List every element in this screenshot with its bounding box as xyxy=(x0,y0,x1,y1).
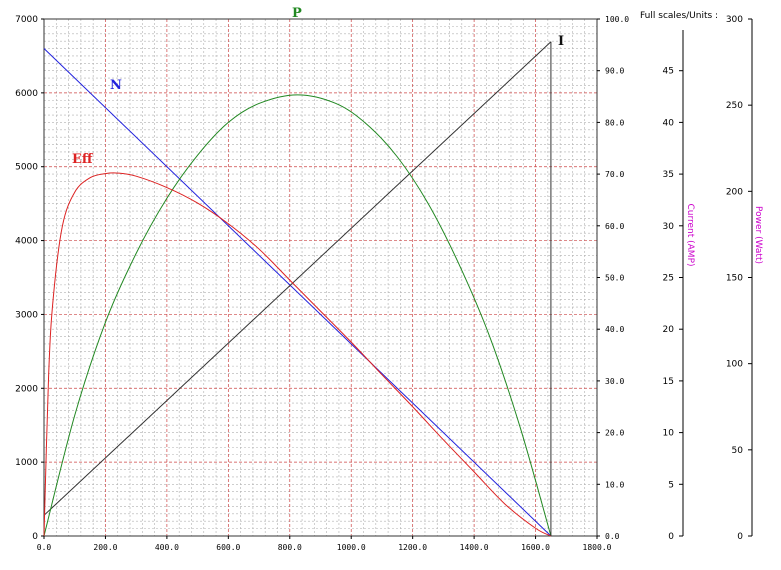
x-tick-label: 1800.0 xyxy=(583,543,612,552)
x-axis-ticks: 0.0 200.0 400.0 600.0 800.0 1000.0 1200.0 1400.… xyxy=(37,536,612,552)
left-y-tick-label: 6000 xyxy=(15,89,38,99)
power-axis-tick-label: 200 xyxy=(726,187,743,197)
x-tick-label: 1000.0 xyxy=(337,543,366,552)
series-label-n: N xyxy=(110,78,122,93)
current-axis-tick-label: 40 xyxy=(663,118,675,128)
right-y-tick-label: 30.0 xyxy=(605,377,624,386)
x-tick-label: 1400.0 xyxy=(460,543,489,552)
current-axis: 0 5 10 15 20 25 30 35 40 45 Current (AMP) xyxy=(663,30,695,542)
current-axis-title: Current (AMP) xyxy=(685,203,695,266)
current-axis-tick-label: 20 xyxy=(663,325,675,335)
current-axis-tick-label: 25 xyxy=(663,274,674,284)
left-y-tick-label: 7000 xyxy=(15,15,38,25)
full-scales-label: Full scales/Units : xyxy=(640,11,718,21)
current-axis-tick-label: 5 xyxy=(668,480,674,490)
series-layer xyxy=(43,41,552,537)
major-grid xyxy=(44,19,597,536)
current-axis-tick-label: 10 xyxy=(663,429,675,439)
series-line-p xyxy=(43,94,552,537)
current-axis-tick-label: 30 xyxy=(663,222,675,232)
current-axis-tick-label: 35 xyxy=(663,170,674,180)
right-y-tick-label: 70.0 xyxy=(605,170,624,179)
x-tick-label: 800.0 xyxy=(278,543,302,552)
right-y-tick-label: 20.0 xyxy=(605,429,624,438)
x-tick-label: 200.0 xyxy=(93,543,117,552)
left-y-tick-label: 1000 xyxy=(15,458,38,468)
series-labels: N I P Eff xyxy=(72,6,564,167)
series-label-eff: Eff xyxy=(72,152,94,167)
x-tick-label: 600.0 xyxy=(216,543,240,552)
x-tick-label: 400.0 xyxy=(155,543,179,552)
minor-grid xyxy=(44,19,597,536)
power-axis: 0 50 100 150 200 250 300 Power (Watt) xyxy=(726,15,763,542)
x-tick-label: 0.0 xyxy=(37,543,52,552)
current-axis-tick-label: 45 xyxy=(663,67,674,77)
left-y-tick-label: 5000 xyxy=(15,163,38,173)
power-axis-tick-label: 150 xyxy=(726,274,743,284)
x-tick-label: 1600.0 xyxy=(521,543,550,552)
right-y-tick-label: 100.0 xyxy=(605,15,629,24)
left-y-tick-label: 3000 xyxy=(15,310,38,320)
power-axis-tick-label: 100 xyxy=(726,360,743,370)
power-axis-title: Power (Watt) xyxy=(753,206,763,264)
right-y-tick-label: 0.0 xyxy=(605,532,620,541)
right-y-tick-label: 40.0 xyxy=(605,325,624,334)
right-y-axis-ticks: 0.0 10.0 20.0 30.0 40.0 50.0 60.0 70.0 80.0 90.0 1… xyxy=(597,15,629,541)
power-axis-tick-label: 250 xyxy=(726,101,743,111)
right-y-tick-label: 90.0 xyxy=(605,67,624,76)
left-y-tick-label: 4000 xyxy=(15,237,38,247)
left-y-tick-label: 0 xyxy=(32,532,38,542)
right-y-tick-label: 50.0 xyxy=(605,274,624,283)
power-axis-tick-label: 300 xyxy=(726,15,743,25)
series-line-n xyxy=(43,48,552,537)
power-axis-tick-label: 50 xyxy=(732,446,744,456)
right-y-tick-label: 10.0 xyxy=(605,480,624,489)
series-label-i: I xyxy=(558,34,564,49)
right-y-tick-label: 60.0 xyxy=(605,222,624,231)
right-y-tick-label: 80.0 xyxy=(605,118,624,127)
series-line-i xyxy=(43,41,552,516)
current-axis-tick-label: 0 xyxy=(668,532,674,542)
left-y-axis-ticks: 0 1000 2000 3000 4000 5000 6000 7000 xyxy=(15,15,44,542)
x-tick-label: 1200.0 xyxy=(398,543,427,552)
series-line-eff xyxy=(43,172,552,537)
series-label-p: P xyxy=(292,6,302,21)
current-axis-tick-label: 15 xyxy=(663,377,674,387)
power-axis-tick-label: 0 xyxy=(737,532,743,542)
left-y-tick-label: 2000 xyxy=(15,384,38,394)
